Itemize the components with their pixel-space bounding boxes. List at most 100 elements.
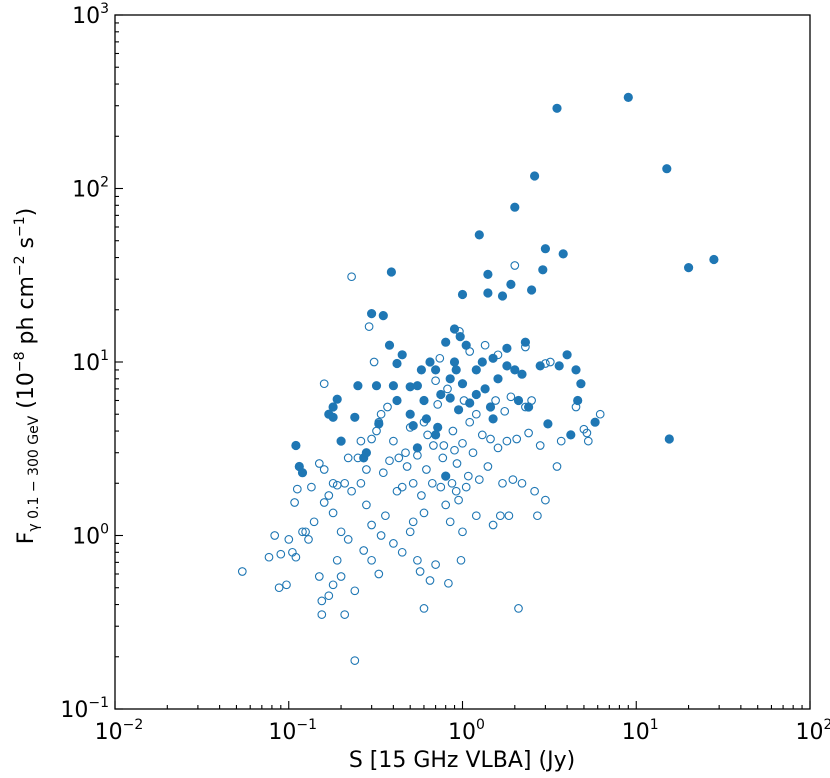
hollow-data-point: [402, 462, 412, 471]
filled-data-point: [328, 412, 338, 422]
axis-ticks: [114, 14, 811, 710]
filled-data-point: [513, 395, 524, 406]
hollow-data-point: [307, 482, 316, 492]
hollow-data-point: [514, 604, 523, 613]
filled-data-point: [366, 308, 377, 319]
hollow-data-point: [353, 453, 363, 463]
hollow-data-point: [237, 567, 247, 576]
hollow-data-point: [465, 347, 475, 356]
hollow-data-point: [502, 436, 512, 446]
hollow-data-point: [394, 453, 404, 463]
hollow-data-point: [468, 448, 478, 458]
hollow-data-point: [504, 511, 514, 521]
filled-data-point: [361, 448, 371, 458]
filled-data-point: [488, 414, 498, 424]
hollow-data-point: [413, 555, 422, 565]
hollow-data-point: [471, 511, 481, 521]
hollow-data-point: [458, 527, 467, 537]
hollow-data-point: [356, 436, 366, 446]
filled-data-point: [412, 381, 422, 391]
filled-data-point: [445, 393, 455, 403]
hollow-data-point: [435, 353, 445, 363]
hollow-data-point: [521, 402, 530, 412]
hollow-data-point: [340, 610, 350, 619]
hollow-data-point: [506, 392, 516, 402]
hollow-data-point: [447, 478, 457, 488]
hollow-data-point: [328, 478, 338, 488]
hollow-data-point: [276, 549, 286, 559]
hollow-data-point: [367, 555, 376, 565]
hollow-data-point: [319, 498, 329, 507]
filled-data-point: [520, 337, 531, 347]
filled-data-point: [392, 395, 402, 406]
hollow-data-point: [486, 434, 495, 444]
hollow-data-point: [378, 468, 388, 478]
filled-data-point: [328, 402, 338, 412]
x-tick-label: 101: [622, 717, 659, 745]
filled-data-point: [526, 285, 537, 295]
hollow-data-point: [291, 552, 301, 562]
filled-data-point: [477, 357, 487, 367]
hollow-data-point: [317, 610, 327, 619]
hollow-data-point: [328, 508, 338, 518]
hollow-data-point: [483, 462, 493, 471]
hollow-data-point: [571, 402, 581, 412]
filled-data-point: [457, 379, 468, 389]
data-points: [237, 92, 719, 665]
filled-data-point: [441, 337, 451, 347]
hollow-data-point: [419, 508, 429, 518]
filled-data-point: [474, 230, 484, 240]
filled-data-point: [502, 343, 512, 353]
hollow-data-point: [422, 465, 431, 474]
hollow-data-point: [405, 423, 415, 432]
hollow-data-point: [493, 350, 503, 360]
hollow-data-point: [389, 539, 398, 548]
hollow-data-point: [350, 656, 360, 665]
hollow-data-point: [340, 478, 350, 488]
hollow-data-point: [270, 531, 280, 540]
filled-data-point: [483, 288, 493, 298]
hollow-data-point: [304, 535, 313, 544]
hollow-data-point: [336, 527, 346, 537]
hollow-data-point: [500, 406, 510, 416]
hollow-data-point: [443, 384, 452, 394]
filled-data-point: [480, 384, 490, 394]
filled-data-point: [552, 103, 562, 113]
filled-data-point: [445, 374, 455, 384]
hollow-data-point: [431, 376, 440, 386]
hollow-data-point: [347, 486, 356, 496]
hollow-data-point: [367, 520, 376, 530]
hollow-data-point: [359, 546, 369, 555]
hollow-data-point: [456, 555, 466, 565]
hollow-data-point: [376, 531, 386, 540]
hollow-data-point: [512, 434, 522, 444]
filled-data-point: [388, 381, 398, 391]
filled-data-point: [378, 310, 388, 321]
hollow-data-point: [347, 272, 356, 282]
filled-data-point: [493, 374, 503, 384]
hollow-data-point: [451, 486, 461, 496]
hollow-data-point: [389, 436, 398, 446]
filled-data-point: [392, 358, 402, 369]
hollow-data-point: [381, 511, 390, 521]
filled-data-point: [709, 254, 719, 265]
hollow-data-point: [471, 409, 481, 419]
hollow-data-point: [343, 535, 353, 544]
filled-data-point: [590, 417, 600, 427]
hollow-data-point: [419, 604, 429, 613]
filled-data-point: [451, 365, 461, 375]
filled-data-point: [538, 265, 548, 275]
filled-data-point: [457, 289, 468, 300]
hollow-data-point: [465, 417, 475, 427]
filled-data-point: [543, 419, 553, 429]
hollow-data-point: [454, 495, 463, 505]
hollow-data-point: [405, 527, 415, 537]
hollow-data-point: [450, 445, 459, 455]
filled-data-point: [353, 381, 363, 391]
hollow-data-point: [362, 465, 371, 474]
hollow-data-point: [480, 340, 490, 350]
hollow-data-point: [452, 459, 462, 468]
hollow-data-point: [425, 576, 435, 585]
hollow-data-point: [431, 560, 440, 569]
hollow-data-point: [343, 453, 353, 463]
